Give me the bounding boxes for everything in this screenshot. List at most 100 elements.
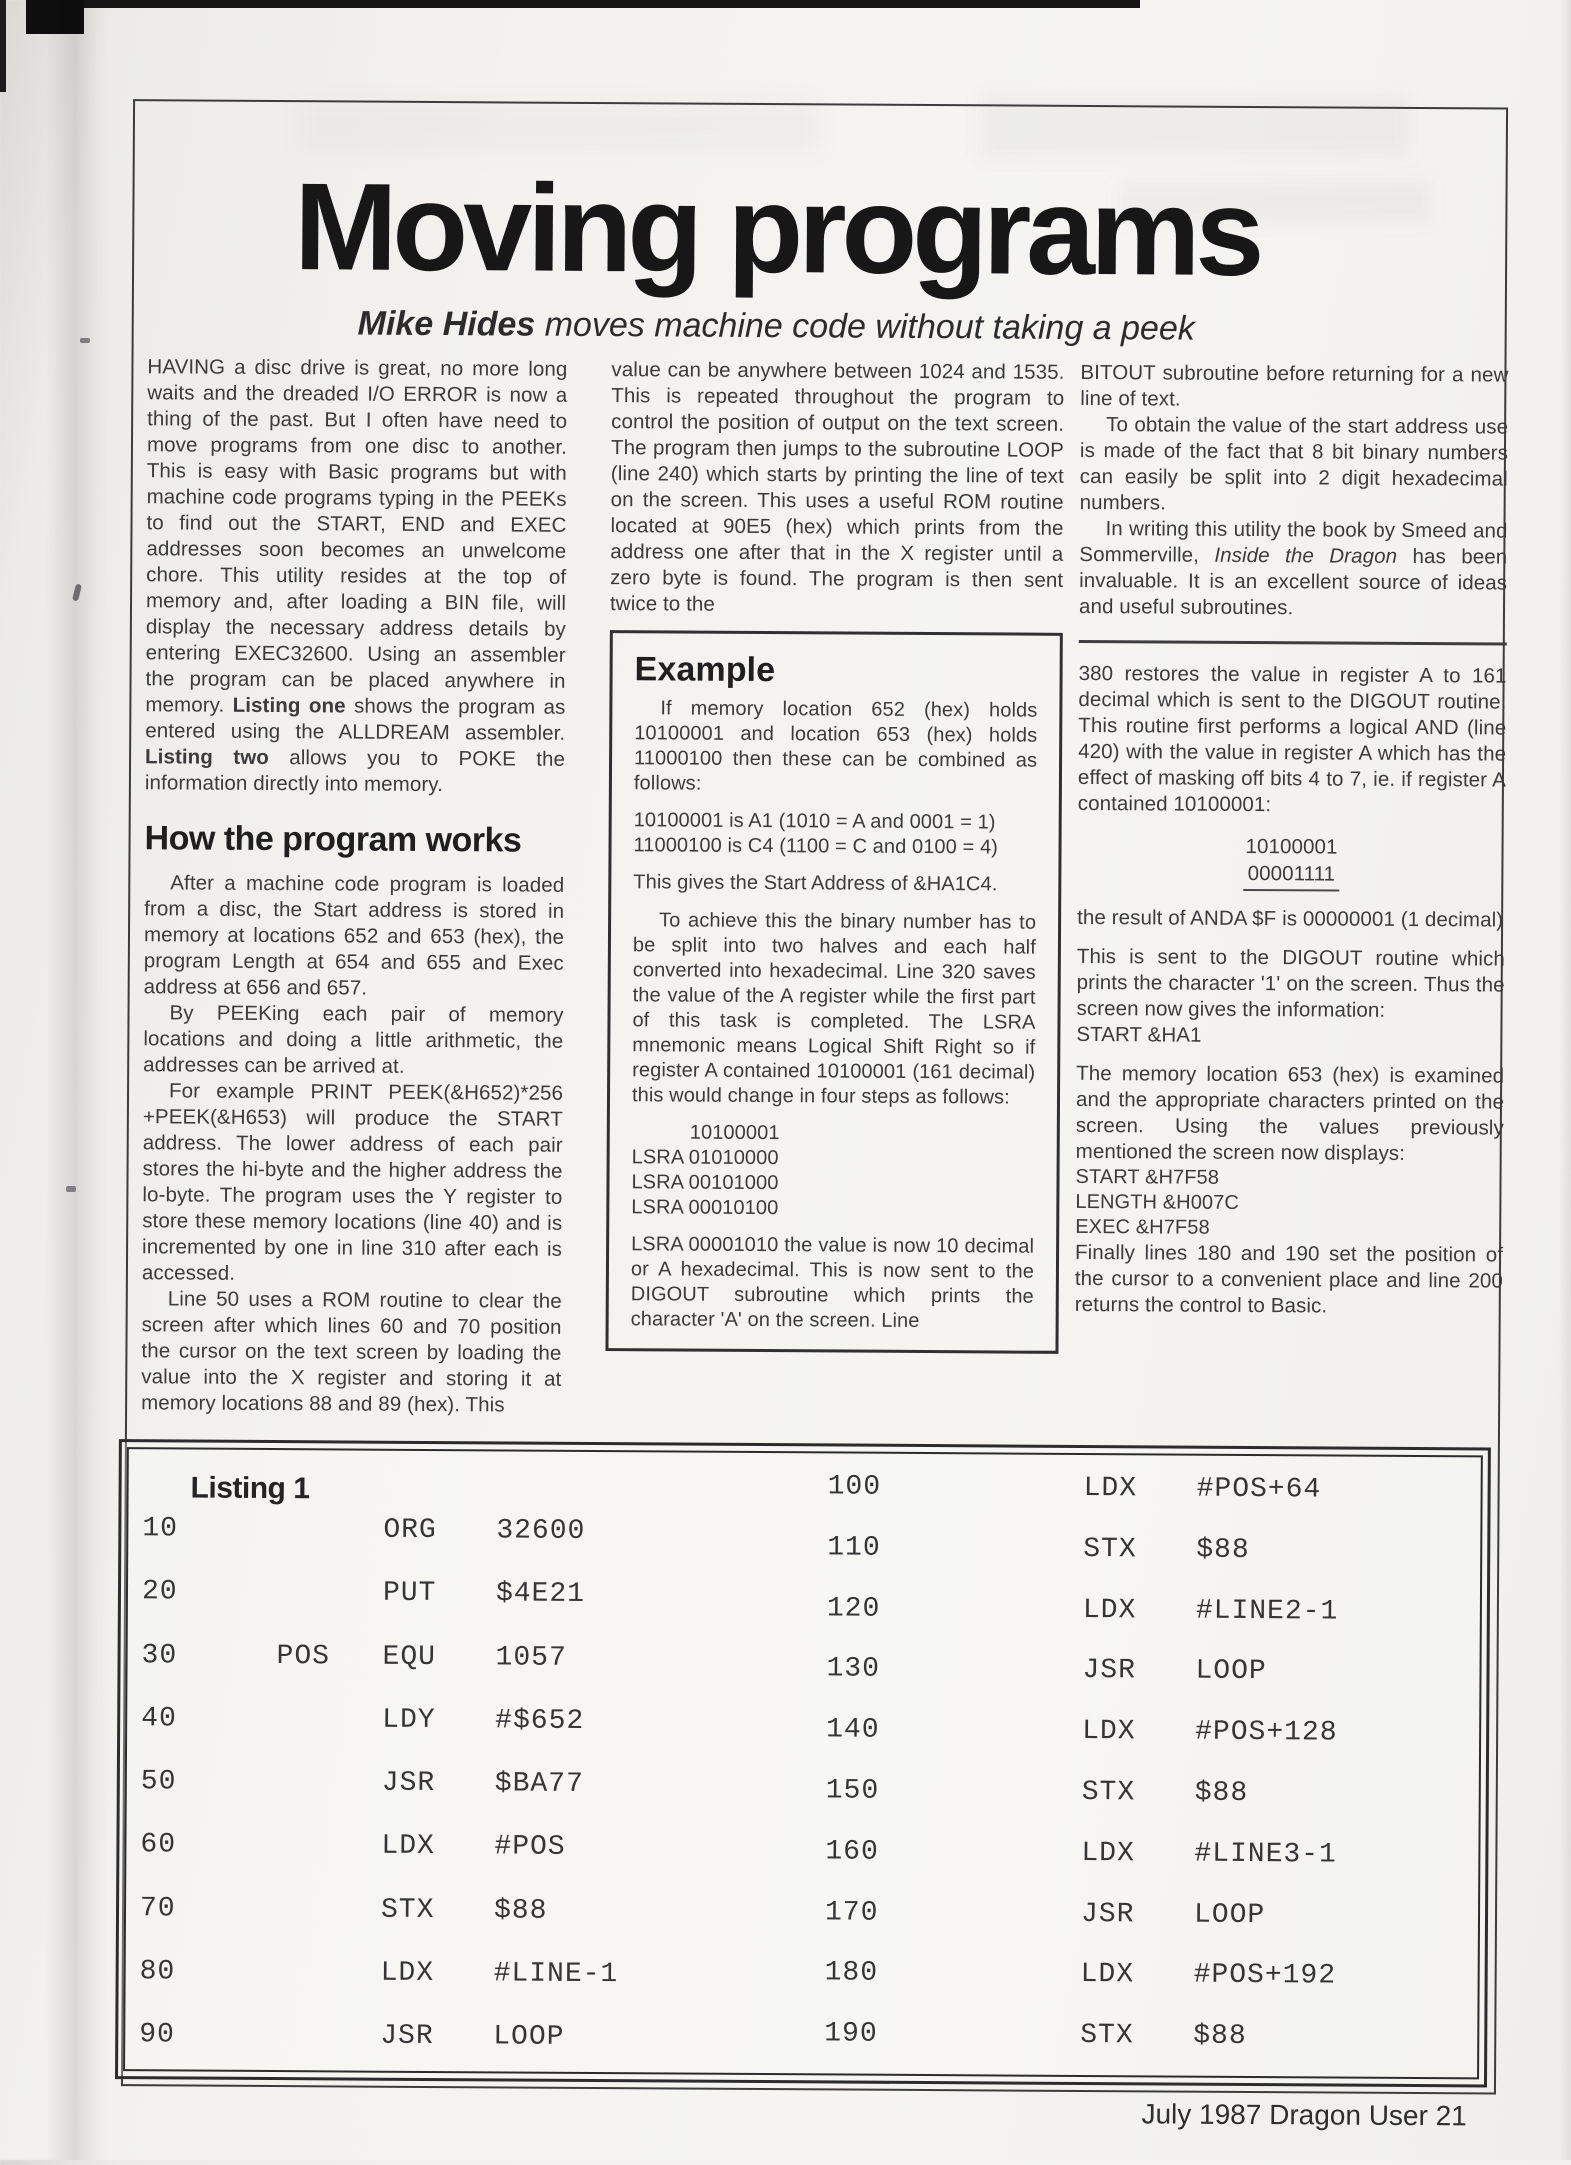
listing-line-number: 180 <box>825 1958 879 1989</box>
article-column-3: BITOUT subroutine before returning for a… <box>1075 360 1509 1321</box>
listing-operand: $4E21 <box>496 1579 585 1611</box>
body-paragraph: By PEEKing each pair of memory locations… <box>143 1001 563 1082</box>
listing-opcode: STX <box>1080 2020 1134 2051</box>
listing-operand: $88 <box>1193 2021 1247 2052</box>
listing-line-number: 140 <box>826 1715 880 1746</box>
listing-opcode: STX <box>1083 1534 1137 1565</box>
example-heading: Example <box>635 651 1038 691</box>
body-paragraph: To obtain the value of the start address… <box>1080 412 1509 519</box>
listing-line-number: 90 <box>139 2020 175 2051</box>
listing-operand: LOOP <box>1194 1899 1265 1930</box>
listing-box-inner: Listing 1 10 ORG 32600 20 PUT $4E21 <box>123 1447 1483 2079</box>
body-paragraph: In writing this utility the book by Smee… <box>1079 516 1508 623</box>
listing-operand: #POS+128 <box>1195 1717 1338 1749</box>
body-paragraph: After a machine code program is loaded f… <box>144 871 565 1004</box>
listing-left-column: 10 ORG 32600 20 PUT $4E21 30 <box>139 1513 142 2083</box>
binary-conversion-lines: 10100001 is A1 (1010 = A and 0001 = 1)11… <box>633 809 1036 861</box>
and-operand-1: 10100001 <box>1244 833 1340 861</box>
section-divider <box>1079 640 1507 646</box>
listing-line-number: 10 <box>142 1513 178 1544</box>
listing-opcode: JSR <box>380 2021 434 2052</box>
listing-line-number: 20 <box>142 1577 178 1608</box>
listing-opcode: EQU <box>382 1641 436 1672</box>
article-column-2: value can be anywhere between 1024 and 1… <box>605 357 1064 1354</box>
screen-output-line: START &HA1 <box>1076 1022 1504 1051</box>
listing-line-number: 40 <box>141 1703 177 1734</box>
body-paragraph: If memory location 652 (hex) holds 10100… <box>634 697 1038 799</box>
body-paragraph: value can be anywhere between 1024 and 1… <box>610 357 1065 620</box>
listing-opcode: LDX <box>1083 1595 1137 1626</box>
listing-operand: $88 <box>494 1895 548 1926</box>
example-box: Example If memory location 652 (hex) hol… <box>605 630 1062 1354</box>
listing-right-column: 100 LDX #POS+64 110 STX $88 120 <box>824 1471 828 2079</box>
listing-line-number: 30 <box>142 1640 178 1671</box>
listing-operand: #LINE2-1 <box>1196 1595 1339 1627</box>
body-paragraph: LSRA 00001010 the value is now 10 decima… <box>631 1233 1035 1335</box>
listing-line-number: 70 <box>140 1893 176 1924</box>
listing-opcode: LDX <box>1082 1716 1136 1747</box>
listing-opcode: JSR <box>1082 1655 1136 1686</box>
scan-edge-artifact-left <box>0 0 6 92</box>
byline-tagline: moves machine code without taking a peek <box>535 306 1195 348</box>
listing-line-number: 190 <box>824 2019 878 2050</box>
listing-opcode: LDX <box>381 1831 435 1862</box>
article-column-1: HAVING a disc drive is great, no more lo… <box>141 354 567 1419</box>
section-heading: How the program works <box>144 820 564 860</box>
body-paragraph: 380 restores the value in register A to … <box>1078 661 1507 820</box>
listing-line-number: 110 <box>827 1532 881 1563</box>
listing-opcode: LDY <box>382 1705 436 1736</box>
listing-box: Listing 1 10 ORG 32600 20 PUT $4E21 <box>115 1439 1491 2087</box>
body-paragraph: Finally lines 180 and 190 set the positi… <box>1075 1240 1503 1321</box>
body-paragraph: Line 50 uses a ROM routine to clear the … <box>141 1287 562 1420</box>
listing-operand: $BA77 <box>495 1769 584 1801</box>
listing-opcode: LDX <box>1081 1838 1135 1869</box>
listing-opcode: LDX <box>1081 1959 1135 1990</box>
body-paragraph: This gives the Start Address of &HA1C4. <box>633 871 1036 898</box>
listing-operand: #$652 <box>495 1705 584 1737</box>
listing-opcode: LDX <box>1084 1473 1138 1504</box>
listing-line-number: 60 <box>140 1830 176 1861</box>
listing-operand: LOOP <box>1195 1656 1266 1687</box>
listing-label: POS <box>276 1641 330 1672</box>
body-paragraph: the result of ANDA $F is 00000001 (1 dec… <box>1077 905 1505 934</box>
listing-operand: 32600 <box>496 1515 585 1547</box>
body-paragraph: This is sent to the DIGOUT routine which… <box>1076 944 1504 1025</box>
listing-operand: $88 <box>1196 1534 1250 1565</box>
body-paragraph: The memory location 653 (hex) is examine… <box>1076 1061 1505 1168</box>
and-operand-stack: 10100001 00001111 <box>1077 832 1505 893</box>
listing-operand: 1057 <box>495 1642 566 1673</box>
listing-operand: #POS+192 <box>1194 1960 1337 1992</box>
listing-line-number: 100 <box>828 1471 882 1502</box>
listing-opcode: PUT <box>383 1578 437 1609</box>
page-footer: July 1987 Dragon User 21 <box>894 2097 1467 2132</box>
listing-operand: #LINE-1 <box>494 1958 619 1990</box>
body-paragraph: BITOUT subroutine before returning for a… <box>1080 360 1508 415</box>
listing-line-number: 170 <box>825 1897 879 1928</box>
listing-operand: $88 <box>1195 1778 1249 1809</box>
listing-line-number: 50 <box>141 1766 177 1797</box>
listing-opcode: LDX <box>381 1958 435 1989</box>
page-title: Moving programs <box>90 164 1464 296</box>
listing-title: Listing 1 <box>191 1472 310 1507</box>
article-header: Moving programs Mike Hides moves machine… <box>90 164 1464 350</box>
listing-opcode: STX <box>381 1894 435 1925</box>
listing-operand: #POS <box>494 1832 565 1863</box>
listing-opcode: STX <box>1082 1777 1136 1808</box>
byline-author: Mike Hides <box>357 305 535 344</box>
listing-operand: LOOP <box>493 2022 564 2053</box>
listing-opcode: JSR <box>382 1768 436 1799</box>
listing-line-number: 150 <box>826 1775 880 1806</box>
listing-line-number: 120 <box>827 1593 881 1624</box>
body-paragraph: For example PRINT PEEK(&H652)*256 +PEEK(… <box>142 1079 563 1290</box>
listing-opcode: ORG <box>383 1515 437 1546</box>
listing-line-number: 160 <box>825 1836 879 1867</box>
listing-operand: #POS+64 <box>1197 1474 1322 1506</box>
body-paragraph: To achieve this the binary number has to… <box>632 909 1036 1111</box>
listing-line-number: 80 <box>140 1956 176 1987</box>
listing-operand: #LINE3-1 <box>1194 1838 1337 1870</box>
and-operand-2: 00001111 <box>1244 860 1340 892</box>
listing-line-number: 130 <box>826 1654 880 1685</box>
